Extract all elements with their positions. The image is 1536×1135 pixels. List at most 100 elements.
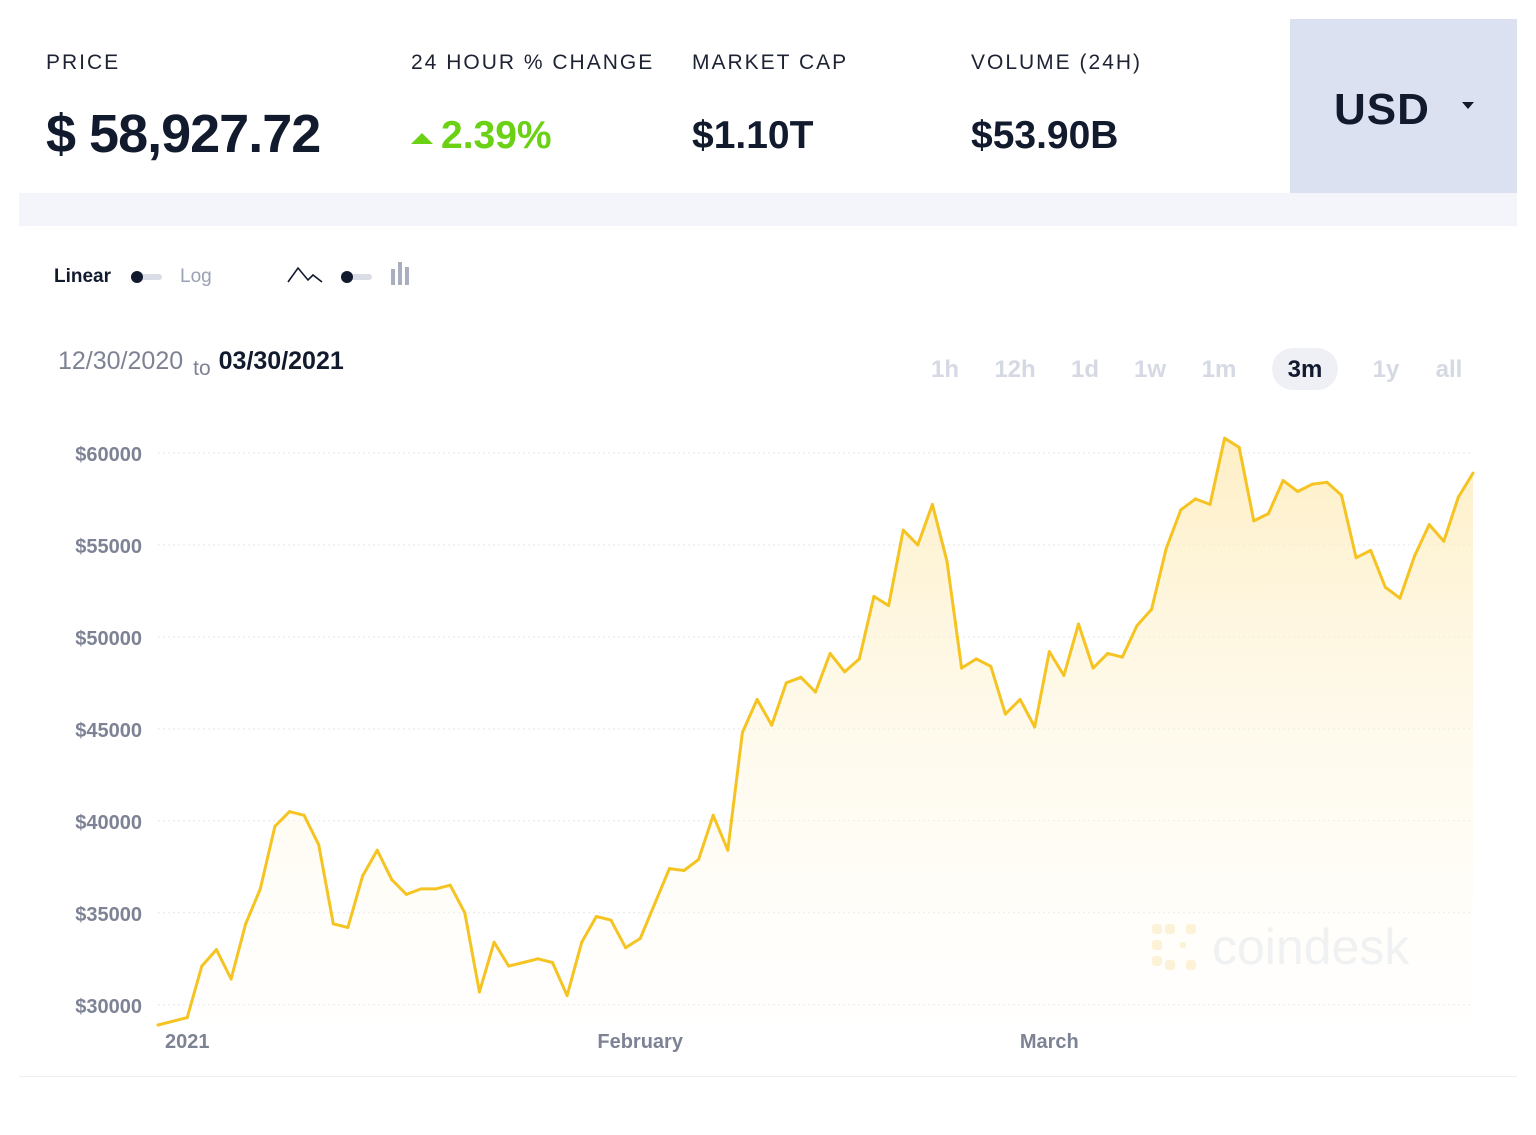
price-value: $ 58,927.72 — [46, 104, 321, 164]
range-12h[interactable]: 12h — [994, 356, 1036, 383]
range-3m[interactable]: 3m — [1272, 348, 1338, 390]
data-point — [989, 664, 993, 668]
data-point — [667, 867, 671, 871]
data-point — [375, 848, 379, 852]
data-point — [1252, 519, 1256, 523]
data-point — [361, 874, 365, 878]
data-point — [916, 543, 920, 547]
change-value-wrap: 2.39% — [411, 114, 552, 158]
data-point — [200, 964, 204, 968]
data-point — [799, 675, 803, 679]
date-start[interactable]: 12/30/2020 — [58, 347, 184, 375]
data-point — [1062, 674, 1066, 677]
bottom-divider — [19, 1076, 1517, 1077]
data-point — [1325, 480, 1329, 484]
y-tick-label: $40000 — [75, 812, 142, 834]
y-tick-label: $35000 — [75, 904, 142, 926]
data-point — [740, 731, 744, 734]
data-point — [1106, 651, 1110, 655]
price-label: PRICE — [46, 51, 121, 74]
stats-bar: PRICE $ 58,927.72 24 HOUR % CHANGE 2.39%… — [19, 19, 1517, 193]
data-point — [1456, 495, 1460, 499]
range-1m[interactable]: 1m — [1201, 356, 1237, 383]
scale-toggle[interactable] — [131, 271, 162, 283]
data-point — [887, 604, 891, 608]
data-point — [1164, 547, 1168, 550]
data-point — [273, 824, 277, 828]
change-label: 24 HOUR % CHANGE — [411, 51, 655, 74]
data-point — [1413, 554, 1417, 558]
data-point — [1223, 436, 1227, 440]
y-tick-label: $55000 — [75, 536, 142, 558]
currency-dropdown[interactable]: USD — [1290, 19, 1517, 193]
log-label[interactable]: Log — [180, 266, 212, 287]
data-point — [214, 948, 218, 952]
chart-type-toggle[interactable] — [341, 271, 372, 283]
data-point — [872, 594, 876, 598]
x-tick-label: February — [597, 1031, 683, 1053]
data-point — [1179, 508, 1183, 512]
data-point — [551, 961, 554, 964]
data-point — [945, 559, 949, 563]
data-point — [1471, 471, 1475, 475]
date-to-label: to — [193, 357, 211, 380]
data-point — [331, 922, 335, 926]
data-point — [1047, 650, 1051, 654]
data-point — [770, 723, 774, 727]
data-point — [609, 918, 613, 922]
data-point — [463, 911, 467, 915]
line-chart-icon[interactable] — [286, 262, 326, 288]
data-point — [258, 887, 262, 891]
range-1w[interactable]: 1w — [1133, 356, 1166, 383]
range-1d[interactable]: 1d — [1070, 356, 1099, 383]
data-point — [1091, 666, 1095, 670]
data-point — [784, 681, 788, 685]
range-1h[interactable]: 1h — [930, 356, 959, 383]
data-point — [814, 690, 817, 694]
data-point — [448, 883, 452, 887]
range-1y[interactable]: 1y — [1372, 356, 1400, 383]
date-range: 12/30/2020 to 03/30/2021 — [58, 347, 344, 380]
data-point — [1427, 523, 1431, 527]
price-area — [158, 438, 1473, 1025]
linear-label[interactable]: Linear — [54, 266, 112, 287]
volume-value: $53.90B — [971, 114, 1119, 157]
currency-label: USD — [1334, 85, 1430, 134]
arrow-up-icon — [411, 133, 433, 144]
data-point — [755, 697, 759, 701]
data-point — [244, 922, 248, 926]
data-point — [843, 670, 847, 674]
caret-down-icon — [1462, 102, 1474, 109]
data-point — [346, 926, 350, 929]
data-point — [974, 657, 978, 661]
date-end[interactable]: 03/30/2021 — [218, 347, 344, 375]
y-tick-label: $45000 — [75, 720, 142, 742]
data-point — [1077, 622, 1080, 626]
data-point — [1120, 655, 1124, 659]
data-point — [1003, 712, 1007, 716]
candlestick-icon[interactable] — [390, 260, 416, 288]
data-point — [477, 990, 481, 994]
data-point — [1340, 493, 1343, 497]
market-cap-label: MARKET CAP — [692, 51, 849, 74]
data-point — [580, 940, 584, 944]
data-point — [711, 813, 715, 817]
data-point — [1281, 479, 1285, 482]
x-tick-label: March — [1020, 1031, 1079, 1053]
data-point — [507, 964, 511, 968]
market-cap-value: $1.10T — [692, 114, 814, 157]
chart-type-toggle-knob — [341, 271, 353, 283]
x-axis: 2021 February March — [165, 1031, 1079, 1053]
data-point — [857, 657, 861, 661]
range-selector: 1h 12h 1d 1w 1m 3m 1y all — [0, 348, 1536, 398]
data-point — [1266, 512, 1270, 516]
data-point — [404, 892, 408, 896]
range-all[interactable]: all — [1435, 356, 1463, 383]
data-point — [697, 857, 701, 861]
change-value: 2.39% — [441, 114, 552, 157]
data-point — [624, 946, 628, 950]
data-point — [521, 961, 525, 964]
data-point — [288, 810, 291, 814]
data-point — [1398, 596, 1402, 600]
